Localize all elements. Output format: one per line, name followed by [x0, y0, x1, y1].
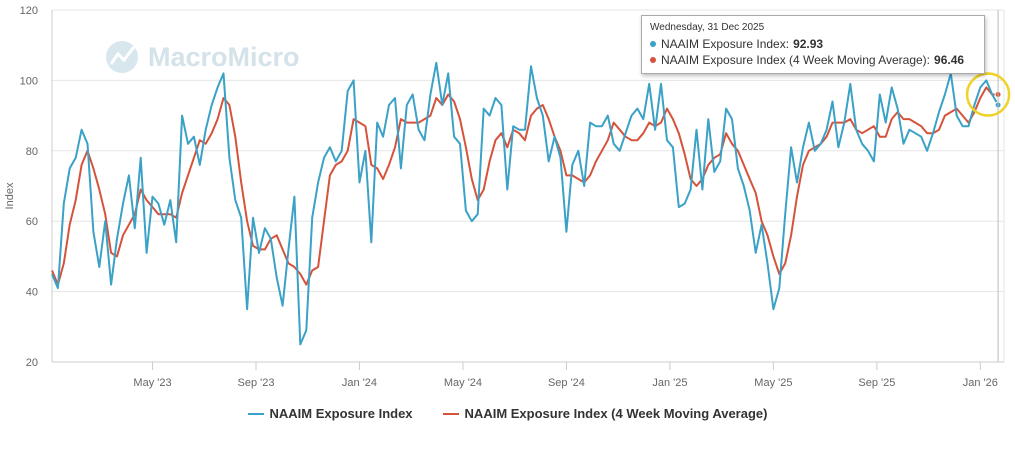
x-tick-label: Jan '25	[652, 377, 687, 389]
x-tick-label: May '24	[444, 377, 482, 389]
x-tick-label: May '25	[754, 377, 792, 389]
y-tick-label: 100	[20, 75, 38, 87]
y-tick-label: 40	[26, 287, 38, 299]
watermark-logo: MacroMicro	[106, 41, 300, 73]
tooltip-row: NAAIM Exposure Index (4 Week Moving Aver…	[650, 53, 976, 67]
y-axis-label: Index	[4, 182, 16, 209]
x-tick-label: Sep '23	[238, 377, 275, 389]
y-tick-label: 60	[26, 216, 38, 228]
tooltip-dot-icon	[650, 41, 656, 47]
legend-label: NAAIM Exposure Index (4 Week Moving Aver…	[464, 406, 768, 421]
tooltip-value: 96.46	[934, 53, 965, 67]
watermark-text: MacroMicro	[148, 42, 300, 72]
legend-line-icon	[247, 412, 264, 415]
legend-label: NAAIM Exposure Index	[269, 406, 413, 421]
x-tick-label: Jan '26	[963, 377, 998, 389]
x-tick-label: May '23	[133, 377, 171, 389]
x-tick-label: Sep '24	[548, 377, 585, 389]
tooltip-date: Wednesday, 31 Dec 2025	[650, 22, 765, 33]
legend: NAAIM Exposure Index NAAIM Exposure Inde…	[0, 406, 1015, 421]
series-line-naaim	[51, 61, 999, 346]
x-tick-label: Sep '25	[858, 377, 895, 389]
legend-item-naaim-4wma[interactable]: NAAIM Exposure Index (4 Week Moving Aver…	[442, 406, 768, 421]
y-tick-label: 120	[20, 5, 38, 17]
series-line-4wma	[51, 86, 999, 286]
y-tick-label: 80	[26, 146, 38, 158]
y-axis: 20 40 60 80 100 120	[20, 5, 1005, 369]
x-axis: May '23 Sep '23 Jan '24 May '24 Sep '24 Jan '…	[52, 361, 1004, 389]
tooltip-label: NAAIM Exposure Index (4 Week Moving Aver…	[661, 53, 931, 67]
series-layer	[51, 61, 1002, 346]
tooltip-row: NAAIM Exposure Index: 92.93	[650, 37, 976, 51]
tooltip-value: 92.93	[793, 37, 824, 51]
tooltip-dot-icon	[650, 57, 656, 63]
tooltip-label: NAAIM Exposure Index:	[661, 37, 790, 51]
y-tick-label: 20	[26, 357, 38, 369]
tooltip: Wednesday, 31 Dec 2025 NAAIM Exposure In…	[641, 15, 985, 74]
legend-item-naaim[interactable]: NAAIM Exposure Index	[247, 406, 413, 421]
hover-highlight-circle	[965, 72, 1011, 117]
legend-line-icon	[442, 412, 459, 415]
x-tick-label: Jan '24	[342, 377, 377, 389]
